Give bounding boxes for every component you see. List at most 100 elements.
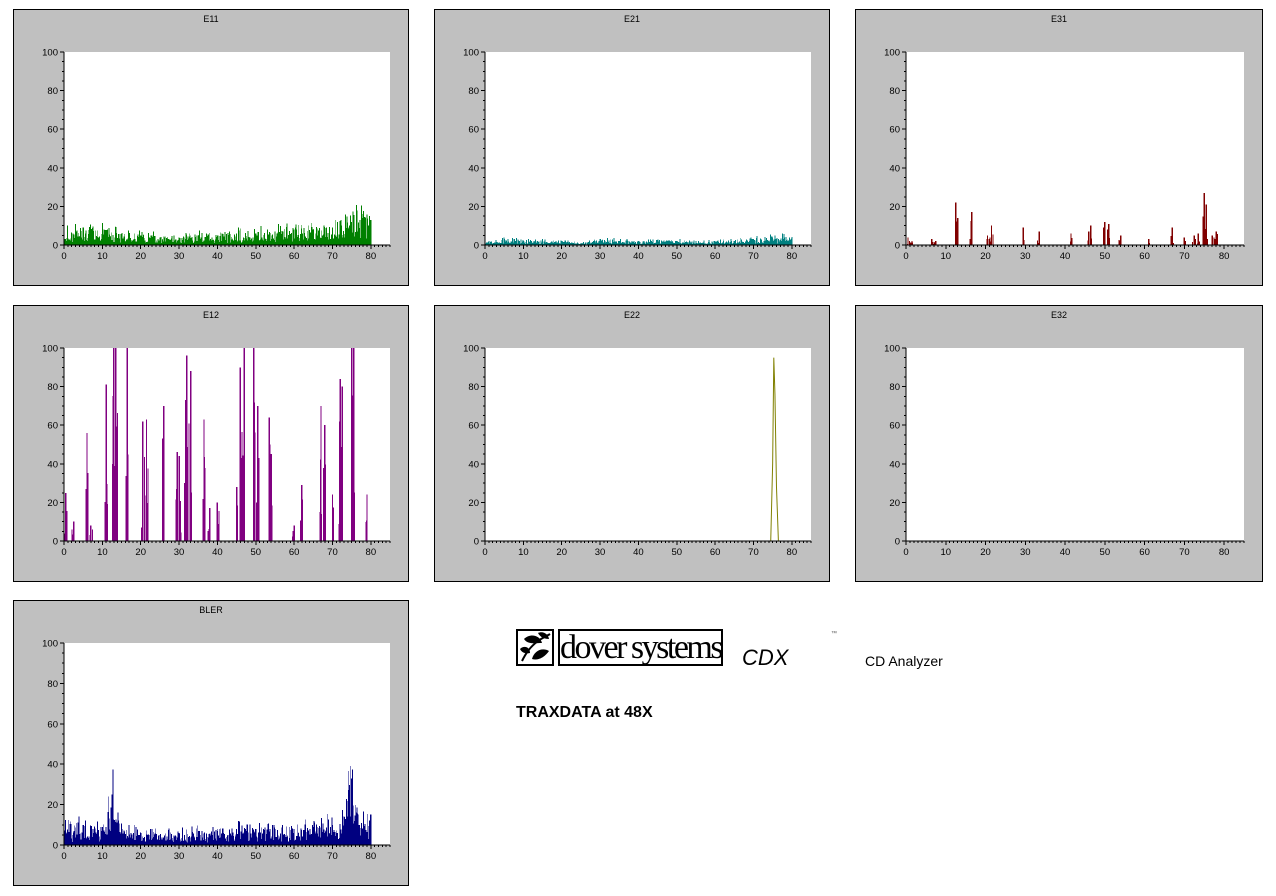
y-tick-label: 100 [42, 639, 58, 650]
x-tick-label: 70 [327, 547, 338, 558]
x-tick-label: 40 [212, 547, 223, 558]
x-tick-label: 80 [787, 547, 798, 558]
y-tick-label: 60 [468, 125, 479, 136]
y-tick-label: 60 [47, 125, 58, 136]
y-tick-label: 0 [474, 537, 479, 548]
y-tick-label: 100 [884, 344, 900, 355]
chart-panel-e21: E21 0 20 40 60 80 100 0 10 20 30 40 50 60 70 80 [434, 9, 830, 286]
x-tick-label: 0 [61, 251, 66, 262]
series-e12 [64, 348, 368, 541]
x-tick-label: 30 [1020, 251, 1031, 262]
chart-title: E21 [623, 14, 640, 24]
leaf-emblem-icon [516, 629, 554, 666]
y-tick-label: 80 [47, 86, 58, 97]
y-tick-label: 100 [463, 344, 479, 355]
company-name: dover systems [558, 629, 723, 666]
x-tick-label: 80 [1219, 547, 1230, 558]
x-tick-label: 80 [1219, 251, 1230, 262]
plot-area [64, 52, 390, 245]
chart-panel-e11: E11 0 20 40 60 80 100 0 10 20 30 40 50 60 70 80 [13, 9, 409, 286]
chart-title: E32 [1050, 310, 1067, 320]
x-tick-label: 60 [1139, 251, 1150, 262]
x-tick-label: 40 [1060, 547, 1071, 558]
plot-area [906, 52, 1244, 245]
x-tick-label: 40 [633, 251, 644, 262]
y-tick-label: 40 [468, 459, 479, 470]
dover-systems-logo: dover systems [516, 629, 723, 666]
x-tick-label: 50 [1100, 547, 1111, 558]
x-tick-label: 50 [671, 251, 682, 262]
x-tick-label: 80 [366, 851, 377, 862]
y-tick-label: 100 [42, 48, 58, 59]
x-tick-label: 40 [1060, 251, 1071, 262]
x-tick-label: 50 [671, 547, 682, 558]
y-tick-label: 40 [889, 163, 900, 174]
chart-panel-e22: E22 0 20 40 60 80 100 0 10 20 30 40 50 60 70 80 [434, 305, 830, 582]
y-tick-label: 80 [468, 86, 479, 97]
plot-area [906, 348, 1244, 541]
y-tick-label: 0 [53, 537, 58, 548]
y-tick-label: 60 [47, 421, 58, 432]
plot-area [64, 348, 390, 541]
y-tick-label: 0 [474, 241, 479, 252]
x-tick-label: 80 [366, 547, 377, 558]
x-tick-label: 0 [61, 547, 66, 558]
chart-panel-e32: E32 0 20 40 60 80 100 0 10 20 30 40 50 60 70 80 [855, 305, 1263, 582]
chart-svg: 0 20 40 60 80 100 0 10 20 30 40 50 60 70 80 [463, 344, 812, 558]
y-tick-label: 20 [468, 498, 479, 509]
x-tick-label: 30 [595, 251, 606, 262]
x-tick-label: 50 [250, 547, 261, 558]
series-bler [63, 766, 372, 845]
x-tick-label: 60 [289, 851, 300, 862]
chart-svg: 0 20 40 60 80 100 0 10 20 30 40 50 60 70 80 [42, 48, 391, 262]
x-tick-label: 20 [980, 547, 991, 558]
y-tick-label: 0 [53, 841, 58, 852]
x-tick-label: 70 [748, 251, 759, 262]
x-tick-label: 0 [482, 547, 487, 558]
y-tick-label: 20 [889, 498, 900, 509]
chart-svg: 0 20 40 60 80 100 0 10 20 30 40 50 60 70 80 [42, 344, 391, 558]
x-tick-label: 70 [327, 851, 338, 862]
y-tick-label: 20 [47, 202, 58, 213]
y-tick-label: 100 [42, 344, 58, 355]
y-tick-label: 20 [468, 202, 479, 213]
chart-title: E22 [623, 310, 640, 320]
y-tick-label: 100 [463, 48, 479, 59]
x-tick-label: 30 [174, 251, 185, 262]
chart-panel-e12: E12 0 20 40 60 80 100 0 10 20 30 40 50 60 70 80 [13, 305, 409, 582]
plot-area [64, 643, 390, 845]
series-e22 [485, 357, 811, 542]
y-tick-label: 60 [889, 421, 900, 432]
y-tick-label: 80 [889, 382, 900, 393]
y-tick-label: 20 [889, 202, 900, 213]
y-tick-label: 0 [53, 241, 58, 252]
chart-svg: 0 20 40 60 80 100 0 10 20 30 40 50 60 70 80 [42, 639, 391, 862]
series-e31 [906, 192, 1218, 245]
x-tick-label: 30 [1020, 547, 1031, 558]
x-tick-label: 60 [1139, 547, 1150, 558]
x-tick-label: 20 [980, 251, 991, 262]
y-tick-label: 40 [889, 459, 900, 470]
chart-svg: 0 20 40 60 80 100 0 10 20 30 40 50 60 70 80 [884, 344, 1245, 558]
chart-title: BLER [199, 605, 223, 615]
x-tick-label: 10 [97, 851, 108, 862]
x-tick-label: 10 [518, 251, 529, 262]
x-tick-label: 40 [212, 251, 223, 262]
y-tick-label: 40 [47, 163, 58, 174]
x-tick-label: 70 [748, 547, 759, 558]
x-tick-label: 70 [1179, 547, 1190, 558]
y-tick-label: 80 [889, 86, 900, 97]
chart-svg: 0 20 40 60 80 100 0 10 20 30 40 50 60 70 80 [463, 48, 812, 262]
x-tick-label: 0 [482, 251, 487, 262]
x-tick-label: 40 [212, 851, 223, 862]
x-tick-label: 20 [135, 547, 146, 558]
x-tick-label: 50 [250, 251, 261, 262]
x-tick-label: 40 [633, 547, 644, 558]
x-tick-label: 50 [1100, 251, 1111, 262]
x-tick-label: 80 [787, 251, 798, 262]
plot-area [485, 52, 811, 245]
x-tick-label: 20 [556, 251, 567, 262]
x-tick-label: 10 [940, 251, 951, 262]
x-tick-label: 80 [366, 251, 377, 262]
y-tick-label: 100 [884, 48, 900, 59]
